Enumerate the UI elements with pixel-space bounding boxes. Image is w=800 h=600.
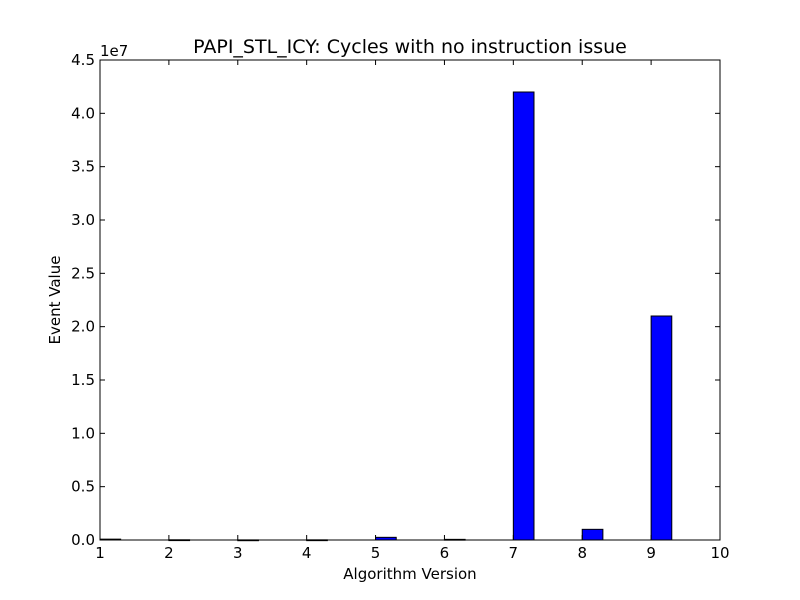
x-tick-label: 3 [233, 544, 243, 562]
x-tick-label: 7 [509, 544, 519, 562]
y-offset-label: 1e7 [100, 42, 128, 60]
x-tick-label: 6 [440, 544, 450, 562]
y-tick-label: 3.0 [71, 211, 95, 229]
plot-frame [99, 59, 721, 541]
x-tick-label: 2 [164, 544, 174, 562]
y-tick-label: 1.0 [71, 424, 95, 442]
x-axis-label: Algorithm Version [343, 565, 476, 583]
y-tick-label: 4.5 [71, 51, 95, 69]
y-tick-label: 0.0 [71, 531, 95, 549]
y-tick-label: 4.0 [71, 104, 95, 122]
y-tick-label: 2.0 [71, 318, 95, 336]
y-tick-label: 2.5 [71, 264, 95, 282]
x-tick-label: 4 [302, 544, 312, 562]
y-axis-label: Event Value [46, 256, 64, 345]
x-tick-label: 1 [95, 544, 105, 562]
x-tick-label: 5 [371, 544, 381, 562]
x-axis: 1 2 3 4 5 6 7 8 9 10 [95, 60, 730, 562]
y-tick-label: 0.5 [71, 478, 95, 496]
x-tick-label: 10 [710, 544, 729, 562]
bar-7 [512, 91, 535, 541]
y-tick-label: 1.5 [71, 371, 95, 389]
y-axis: 0.0 0.5 1.0 1.5 2.0 2.5 3.0 3.5 4.0 4.5 [71, 51, 720, 549]
x-tick-label: 9 [646, 544, 656, 562]
bar-9 [650, 315, 673, 541]
plot-area [100, 60, 720, 540]
x-tick-label: 8 [577, 544, 587, 562]
bar-8 [581, 528, 604, 541]
chart-title: PAPI_STL_ICY: Cycles with no instruction… [193, 36, 627, 58]
y-tick-label: 3.5 [71, 158, 95, 176]
